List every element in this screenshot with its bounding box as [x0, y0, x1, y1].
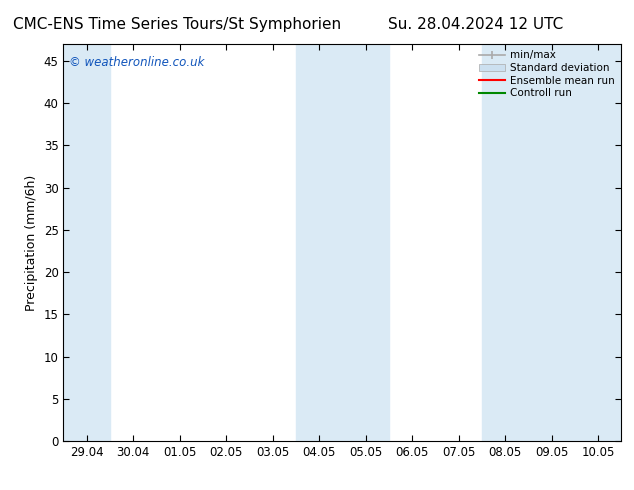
Text: Su. 28.04.2024 12 UTC: Su. 28.04.2024 12 UTC [388, 17, 563, 32]
Text: © weatheronline.co.uk: © weatheronline.co.uk [69, 56, 204, 69]
Bar [63, 44, 110, 441]
Text: CMC-ENS Time Series Tours/St Symphorien: CMC-ENS Time Series Tours/St Symphorien [13, 17, 342, 32]
Y-axis label: Precipitation (mm/6h): Precipitation (mm/6h) [25, 174, 38, 311]
Bar [296, 44, 389, 441]
Legend: min/max, Standard deviation, Ensemble mean run, Controll run: min/max, Standard deviation, Ensemble me… [475, 46, 619, 102]
Bar [482, 44, 621, 441]
